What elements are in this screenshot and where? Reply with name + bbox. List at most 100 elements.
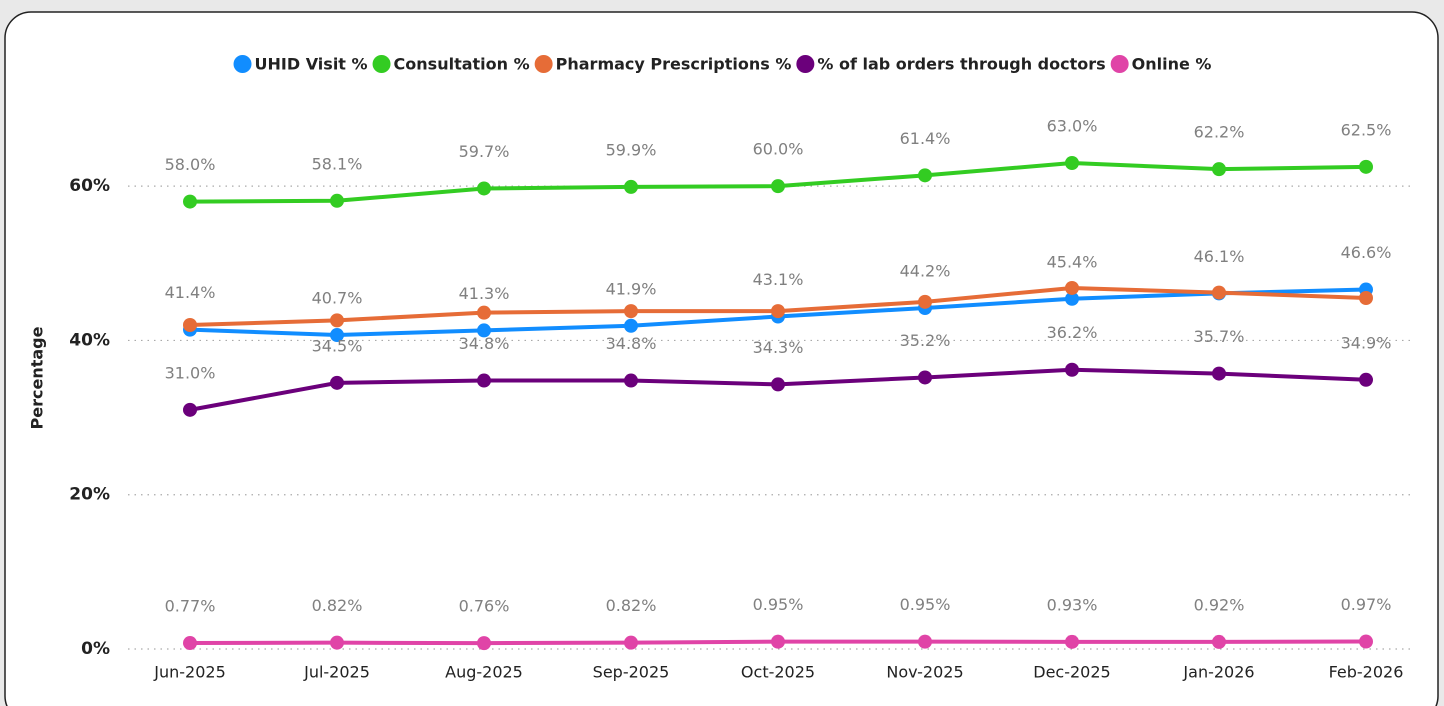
point	[183, 636, 197, 651]
legend-item: Online %	[1110, 55, 1211, 74]
point	[477, 373, 491, 388]
point	[918, 294, 932, 309]
x-tick-label: Feb-2026	[1329, 663, 1404, 682]
point	[1212, 285, 1226, 300]
point	[183, 194, 197, 209]
data-label: 0.76%	[459, 597, 510, 616]
data-label: 45.4%	[1047, 252, 1098, 271]
point	[1212, 162, 1226, 177]
data-label: 62.5%	[1341, 120, 1392, 139]
point	[1065, 291, 1079, 306]
point	[477, 305, 491, 320]
point	[1359, 159, 1373, 174]
point	[477, 181, 491, 196]
point	[183, 318, 197, 332]
legend-label: % of lab orders through doctors	[817, 55, 1105, 74]
y-tick-label: 0%	[81, 639, 110, 659]
point	[918, 168, 932, 183]
data-label: 59.7%	[459, 142, 510, 161]
data-label: 36.2%	[1047, 323, 1098, 342]
point	[1065, 156, 1079, 170]
data-label: 0.95%	[900, 595, 951, 614]
point	[624, 179, 638, 194]
lines	[183, 156, 1373, 651]
point	[771, 634, 785, 649]
point	[1065, 634, 1079, 649]
point	[477, 636, 491, 651]
point	[1065, 362, 1079, 377]
data-label: 44.2%	[900, 262, 951, 281]
legend-item: UHID Visit %	[233, 55, 368, 74]
y-axis-title: Percentage	[28, 326, 47, 429]
point	[1359, 372, 1373, 387]
point	[183, 402, 197, 417]
point	[771, 304, 785, 319]
point	[330, 635, 344, 650]
point	[624, 635, 638, 650]
data-label: 34.8%	[459, 334, 510, 353]
x-tick-label: Aug-2025	[445, 663, 523, 682]
legend-item: Consultation %	[372, 55, 530, 74]
data-label: 0.77%	[165, 597, 216, 616]
point	[1359, 291, 1373, 305]
data-label: 0.82%	[312, 596, 363, 615]
x-tick-label: Nov-2025	[886, 663, 963, 682]
legend-swatch	[1110, 55, 1129, 73]
data-label: 41.9%	[606, 279, 657, 298]
data-label: 41.4%	[165, 283, 216, 302]
legend-label: Pharmacy Prescriptions %	[556, 55, 792, 74]
point	[330, 313, 344, 328]
data-label: 59.9%	[606, 140, 657, 159]
point	[330, 193, 344, 208]
data-label: 0.93%	[1047, 595, 1098, 614]
y-tick-label: 60%	[69, 176, 110, 196]
point	[1065, 280, 1079, 295]
data-label: 0.92%	[1194, 595, 1245, 614]
data-label: 58.1%	[312, 154, 363, 173]
data-label: 34.3%	[753, 338, 804, 357]
x-tick-label: Sep-2025	[593, 663, 670, 682]
point	[1212, 634, 1226, 649]
data-label: 46.6%	[1341, 243, 1392, 262]
data-label: 63.0%	[1047, 117, 1098, 136]
y-tick-label: 40%	[69, 330, 110, 350]
x-tick-label: Jul-2025	[303, 663, 370, 682]
point	[771, 377, 785, 392]
point	[624, 304, 638, 319]
legend-label: UHID Visit %	[255, 55, 368, 74]
legend-swatch	[534, 55, 553, 73]
data-label: 0.95%	[753, 595, 804, 614]
point	[330, 328, 344, 343]
data-label: 41.3%	[459, 284, 510, 303]
x-tick-label: Oct-2025	[741, 663, 815, 682]
point	[624, 373, 638, 388]
legend: UHID Visit % Consultation % Pharmacy Presc…	[233, 55, 1211, 74]
point	[477, 323, 491, 338]
point	[1359, 634, 1373, 649]
data-label: 62.2%	[1194, 123, 1245, 142]
data-label: 35.7%	[1194, 327, 1245, 346]
data-label: 34.5%	[312, 336, 363, 355]
panel	[4, 11, 1439, 706]
data-label: 43.1%	[753, 270, 804, 289]
legend-label: Consultation %	[394, 55, 530, 74]
legend-item: Pharmacy Prescriptions %	[534, 55, 792, 74]
point	[918, 634, 932, 649]
point	[624, 318, 638, 333]
y-tick-label: 20%	[69, 485, 110, 505]
grid: 0% 20% 40% 60% Jun-2025 Jul-2025 Aug-2025 Sep-2…	[69, 176, 1412, 682]
labels: 41.4% 40.7% 41.3% 41.9% 43.1% 44.2% 45.4% 46.1%…	[165, 117, 1392, 616]
data-label: 34.9%	[1341, 333, 1392, 352]
data-label: 35.2%	[900, 331, 951, 350]
data-label: 40.7%	[312, 289, 363, 308]
x-tick-label: Jan-2026	[1182, 663, 1254, 682]
x-tick-label: Jun-2025	[153, 663, 226, 682]
data-label: 0.82%	[606, 596, 657, 615]
data-label: 60.0%	[753, 140, 804, 159]
point	[771, 179, 785, 194]
point	[1212, 366, 1226, 381]
legend-item: % of lab orders through doctors	[796, 55, 1106, 74]
data-label: 34.8%	[606, 334, 657, 353]
point	[918, 370, 932, 385]
